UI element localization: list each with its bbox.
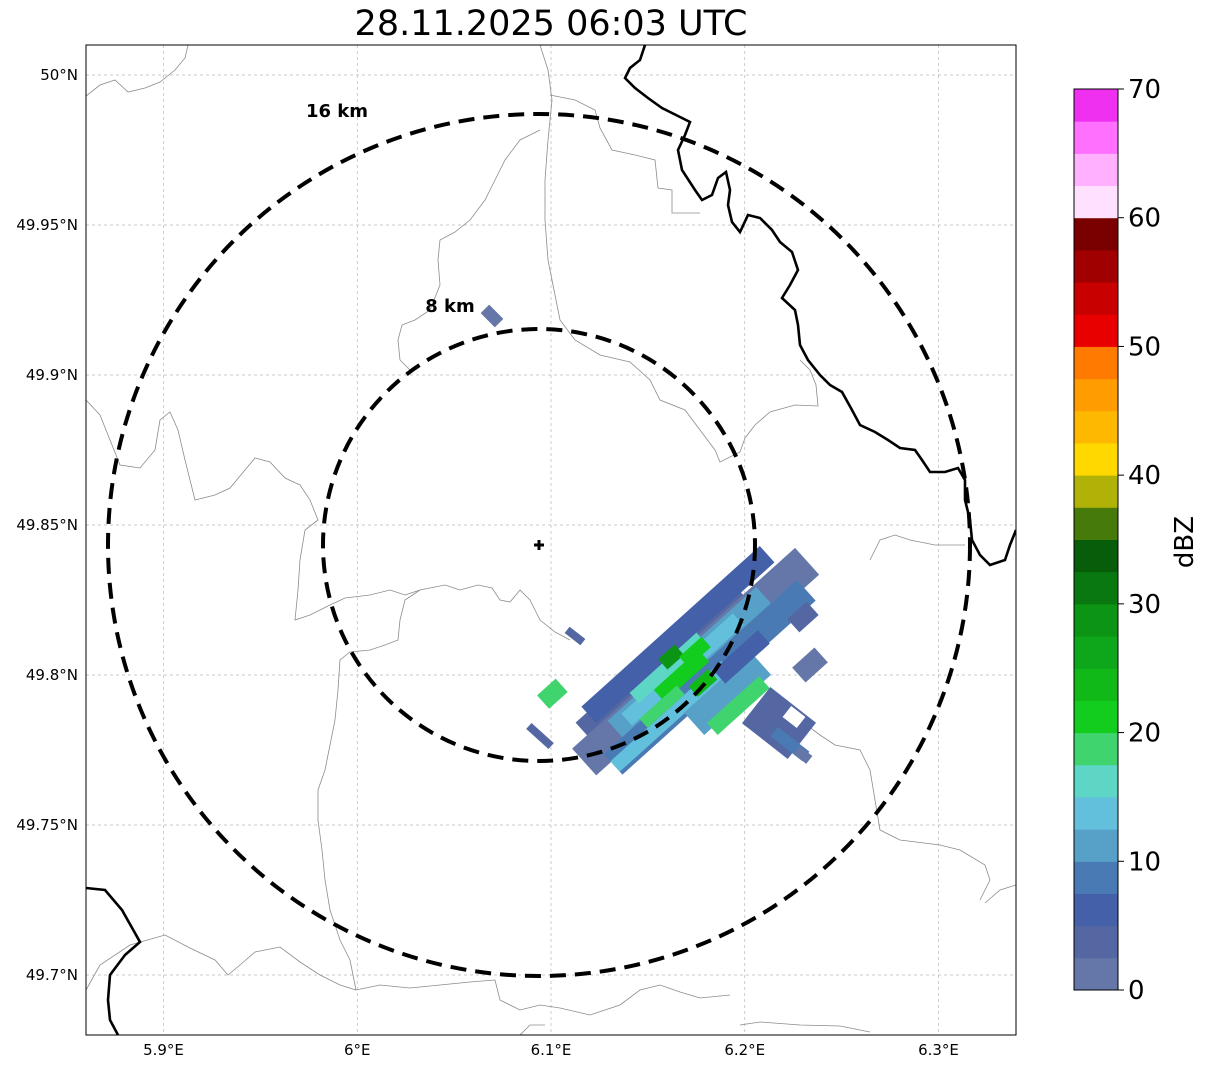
lat-tick-label: 50°N <box>40 66 78 84</box>
colorbar-swatch <box>1074 89 1118 122</box>
colorbar-swatch <box>1074 796 1118 830</box>
colorbar <box>1073 88 1119 991</box>
colorbar-swatch <box>1074 668 1118 701</box>
colorbar-swatch <box>1074 764 1118 798</box>
colorbar-label: dBZ <box>1170 516 1200 568</box>
echo-cell <box>706 676 770 735</box>
colorbar-swatch <box>1074 314 1118 347</box>
colorbar-swatch <box>1074 378 1118 412</box>
colorbar-swatch <box>1074 732 1118 766</box>
echo-cell <box>741 687 817 759</box>
colorbar-swatch <box>1074 957 1118 991</box>
admin-borders <box>86 45 1016 1035</box>
colorbar-swatch <box>1074 861 1118 894</box>
range-rings <box>106 112 972 978</box>
echo-cell <box>658 644 684 670</box>
echo-cell <box>782 705 806 729</box>
echo-cell <box>639 685 685 728</box>
longitude-tick-labels: 5.9°E 6°E 6.1°E 6.2°E 6.3°E <box>143 1041 959 1059</box>
radar-site-marker <box>534 540 544 550</box>
echo-cell <box>713 630 770 684</box>
echo-cell <box>581 546 775 723</box>
lat-tick-label: 49.95°N <box>16 216 78 234</box>
colorbar-tick-label: 20 <box>1128 719 1161 749</box>
colorbar-swatch <box>1074 410 1118 444</box>
colorbar-tick-label: 40 <box>1128 461 1161 491</box>
map-title: 28.11.2025 06:03 UTC <box>354 4 748 44</box>
colorbar-swatch <box>1074 153 1118 187</box>
colorbar-swatch <box>1074 700 1118 734</box>
echo-cell <box>480 304 504 328</box>
colorbar-tick-label: 10 <box>1128 847 1161 877</box>
colorbar-swatch <box>1074 571 1118 605</box>
colorbar-swatch <box>1074 282 1118 315</box>
colorbar-swatch <box>1074 121 1118 154</box>
lon-tick-label: 6°E <box>344 1041 371 1059</box>
ring-label-8km: 8 km <box>425 296 475 317</box>
echo-cell <box>526 722 554 750</box>
echo-cell <box>792 647 828 683</box>
colorbar-tick-label: 70 <box>1128 75 1161 105</box>
lat-tick-label: 49.85°N <box>16 516 78 534</box>
colorbar-frame <box>1073 88 1119 991</box>
colorbar-tick-label: 30 <box>1128 590 1161 620</box>
latitude-tick-labels: 50°N 49.95°N 49.9°N 49.85°N 49.8°N 49.75°N 49.… <box>16 66 78 984</box>
echo-cell <box>793 746 813 764</box>
gridlines <box>86 45 1016 1035</box>
colorbar-swatch <box>1074 507 1118 540</box>
lat-tick-label: 49.7°N <box>26 966 78 984</box>
range-ring-16km <box>106 112 972 978</box>
lat-tick-label: 49.75°N <box>16 816 78 834</box>
echo-cell <box>564 626 586 646</box>
colorbar-swatch <box>1074 539 1118 573</box>
colorbar-ticks: 0 10 20 30 40 50 60 70 <box>1118 75 1161 1006</box>
colorbar-swatch <box>1074 249 1118 283</box>
lat-tick-label: 49.8°N <box>26 666 78 684</box>
lon-tick-label: 6.1°E <box>531 1041 572 1059</box>
lon-tick-label: 5.9°E <box>143 1041 184 1059</box>
echo-cell <box>679 636 711 668</box>
ring-label-16km: 16 km <box>306 101 368 122</box>
echo-cell <box>787 601 819 633</box>
colorbar-swatch <box>1074 636 1118 669</box>
colorbar-swatch <box>1074 475 1118 508</box>
precipitation-echoes <box>480 304 828 776</box>
lon-tick-label: 6.3°E <box>918 1041 959 1059</box>
colorbar-swatch <box>1074 346 1118 380</box>
colorbar-swatch <box>1074 217 1118 251</box>
colorbar-swatch <box>1074 603 1118 637</box>
echo-cell <box>684 652 772 735</box>
colorbar-swatch <box>1074 893 1118 927</box>
colorbar-tick-label: 50 <box>1128 332 1161 362</box>
map-frame <box>85 44 1017 1036</box>
lat-tick-label: 49.9°N <box>26 366 78 384</box>
lon-tick-label: 6.2°E <box>724 1041 765 1059</box>
echo-cell <box>537 678 568 709</box>
colorbar-swatch <box>1074 185 1118 219</box>
echo-cell <box>653 649 710 702</box>
country-borders <box>86 45 1016 1035</box>
colorbar-tick-label: 0 <box>1128 976 1145 1006</box>
colorbar-swatch <box>1074 925 1118 959</box>
colorbar-swatch <box>1074 442 1118 476</box>
range-ring-8km <box>321 327 757 763</box>
colorbar-swatch <box>1074 829 1118 862</box>
colorbar-tick-label: 60 <box>1128 204 1161 234</box>
